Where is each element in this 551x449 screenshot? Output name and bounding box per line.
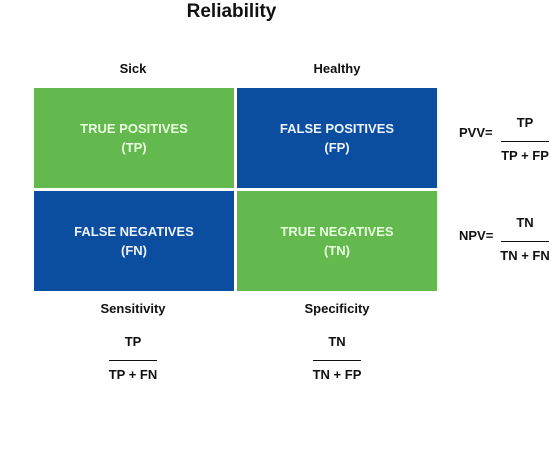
specificity-denominator: TN + FP xyxy=(313,367,362,383)
specificity-numerator: TN xyxy=(328,334,345,350)
cell-fp-abbr: (FP) xyxy=(324,138,349,157)
cell-tn-label: TRUE NEGATIVES xyxy=(280,222,393,241)
npv-numerator: TN xyxy=(516,215,533,231)
cell-tp-label: TRUE POSITIVES xyxy=(80,119,188,138)
pvv-numerator: TP xyxy=(517,115,534,131)
specificity-label: Specificity xyxy=(237,301,437,316)
column-header-healthy: Healthy xyxy=(237,61,437,76)
sensitivity-numerator: TP xyxy=(125,334,142,350)
npv-fraction: TN TN + FN xyxy=(497,215,551,264)
sensitivity-fraction: TP TP + FN xyxy=(103,334,163,383)
cell-false-positives: FALSE POSITIVES (FP) xyxy=(237,88,437,188)
pvv-label: PVV= xyxy=(459,125,493,140)
pvv-fraction: TP TP + FP xyxy=(497,115,551,164)
column-header-sick: Sick xyxy=(33,61,233,76)
specificity-fraction: TN TN + FP xyxy=(307,334,367,383)
sensitivity-denominator: TP + FN xyxy=(109,367,158,383)
pvv-denominator: TP + FP xyxy=(501,148,549,164)
cell-fn-abbr: (FN) xyxy=(121,241,147,260)
cell-true-positives: TRUE POSITIVES (TP) xyxy=(34,88,234,188)
cell-tn-abbr: (TN) xyxy=(324,241,350,260)
npv-denominator: TN + FN xyxy=(500,248,549,264)
specificity-fraction-bar xyxy=(313,360,361,361)
cell-fn-label: FALSE NEGATIVES xyxy=(74,222,194,241)
pvv-fraction-bar xyxy=(501,141,549,142)
npv-fraction-bar xyxy=(501,241,549,242)
cell-tp-abbr: (TP) xyxy=(121,138,146,157)
sensitivity-label: Sensitivity xyxy=(33,301,233,316)
cell-true-negatives: TRUE NEGATIVES (TN) xyxy=(237,191,437,291)
sensitivity-fraction-bar xyxy=(109,360,157,361)
cell-false-negatives: FALSE NEGATIVES (FN) xyxy=(34,191,234,291)
npv-label: NPV= xyxy=(459,228,493,243)
cell-fp-label: FALSE POSITIVES xyxy=(280,119,394,138)
diagram-title: Reliability xyxy=(0,0,463,24)
